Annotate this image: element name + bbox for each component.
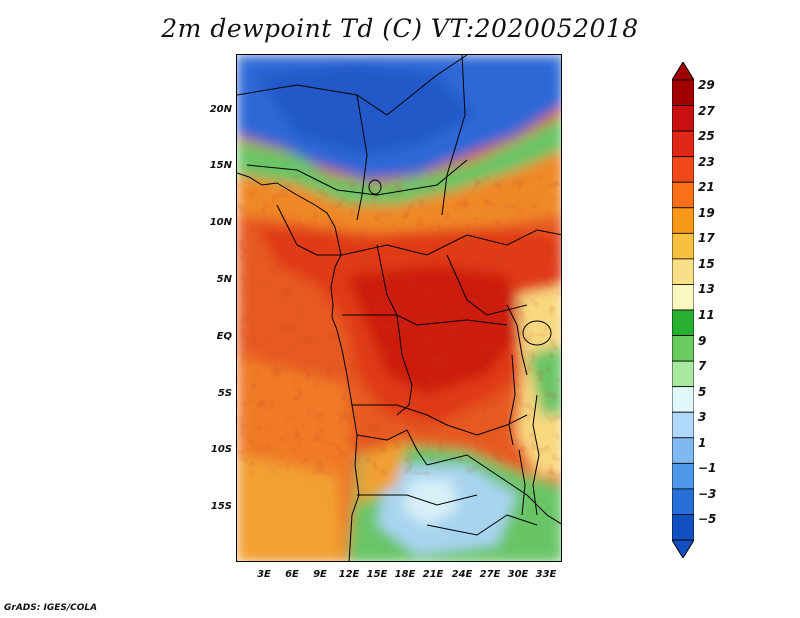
colorbar-bottom-arrow — [672, 539, 694, 558]
colorbar-swatch — [672, 258, 694, 285]
lakes — [368, 179, 552, 516]
y-label-5n: 5N — [216, 274, 232, 285]
colorbar-label: 9 — [698, 333, 707, 348]
colorbar-swatch — [672, 79, 694, 106]
colorbar-label: −3 — [698, 486, 717, 501]
colorbar-swatch — [672, 232, 694, 260]
x-label-30e: 30E — [507, 569, 529, 580]
colorbar-label: −1 — [698, 461, 717, 476]
colorbar-label: 21 — [698, 180, 715, 195]
colorbar-label: 3 — [698, 410, 707, 425]
colorbar-swatch — [672, 335, 694, 362]
colorbar-label: 1 — [698, 435, 707, 450]
colorbar-swatch — [672, 207, 694, 234]
colorbar — [672, 62, 694, 558]
x-label-21e: 21E — [422, 569, 444, 580]
colorbar-label: 17 — [698, 231, 715, 246]
colorbar-label: 5 — [698, 384, 707, 399]
y-label-10n: 10N — [209, 217, 232, 228]
colorbar-label: 29 — [698, 78, 715, 92]
x-label-18e: 18E — [394, 569, 416, 580]
colorbar-swatch — [672, 462, 694, 490]
colorbar-label: 13 — [698, 282, 715, 297]
colorbar-swatch — [672, 360, 694, 388]
credit-text: GrADS: IGES/COLA — [4, 603, 98, 613]
y-label-eq: EQ — [216, 331, 232, 342]
x-label-6e: 6E — [285, 569, 299, 580]
colorbar-label: 7 — [698, 359, 707, 374]
y-label-5s: 5S — [217, 388, 232, 399]
x-label-24e: 24E — [451, 569, 473, 580]
colorbar-swatch — [672, 284, 694, 311]
y-label-15s: 15S — [210, 501, 232, 512]
x-label-3e: 3E — [257, 569, 271, 580]
colorbar-label: −5 — [698, 512, 717, 527]
colorbar-label: 19 — [698, 205, 715, 220]
colorbar-top-arrow — [672, 62, 694, 81]
x-label-33e: 33E — [535, 569, 557, 580]
x-label-15e: 15E — [366, 569, 388, 580]
y-label-10s: 10S — [210, 444, 232, 455]
colorbar-label: 11 — [698, 308, 715, 322]
colorbar-label: 25 — [698, 129, 715, 144]
colorbar-swatch — [672, 156, 694, 183]
colorbar-swatch — [672, 437, 694, 464]
colorbar-swatch — [672, 309, 694, 336]
colorbar-label: 27 — [698, 103, 715, 118]
dewpoint-map — [236, 54, 562, 562]
colorbar-swatch — [672, 181, 694, 209]
y-label-15n: 15N — [209, 160, 232, 171]
x-label-9e: 9E — [313, 569, 327, 580]
colorbar-swatch — [672, 105, 694, 132]
colorbar-label: 23 — [698, 154, 715, 169]
x-label-12e: 12E — [338, 569, 360, 580]
colorbar-swatch — [672, 411, 694, 439]
colorbar-swatch — [672, 514, 694, 541]
x-label-27e: 27E — [479, 569, 501, 580]
colorbar-swatch — [672, 130, 694, 158]
colorbar-swatch — [672, 488, 694, 515]
y-label-20n: 20N — [209, 104, 232, 115]
map-title: 2m dewpoint Td (C) VT:2020052018 — [161, 14, 639, 43]
colorbar-swatch — [672, 386, 694, 413]
colorbar-label: 15 — [698, 256, 715, 271]
coastlines-borders — [237, 55, 561, 561]
